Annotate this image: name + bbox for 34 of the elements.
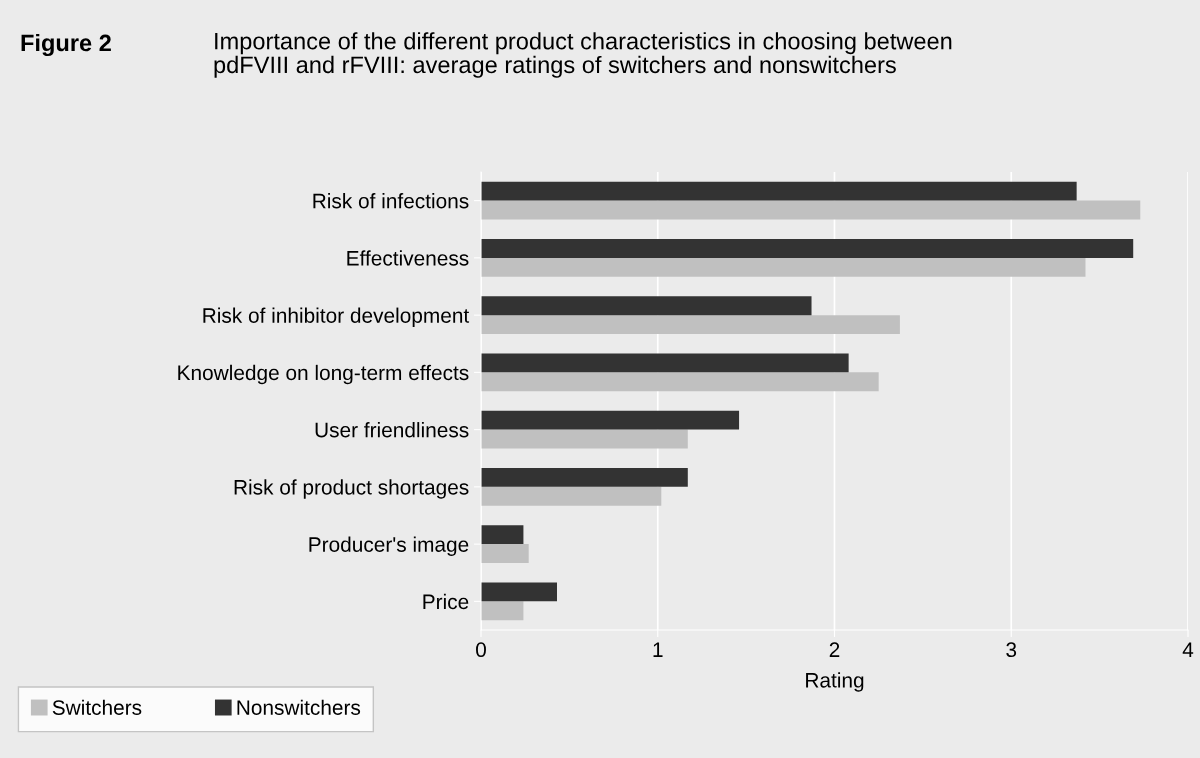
x-tick-label: 3: [1006, 642, 1017, 658]
bar: [481, 467, 688, 487]
y-tick-label: User friendliness: [315, 422, 469, 438]
bar: [481, 486, 662, 506]
bar: [481, 601, 524, 621]
legend-label: Nonswitchers: [237, 699, 361, 715]
x-tick-label: 0: [476, 642, 486, 658]
y-tick-label: Effectiveness: [347, 250, 469, 266]
bar: [481, 410, 740, 430]
y-tick-label: Price: [423, 593, 469, 610]
bar: [481, 257, 1086, 277]
bar: [481, 429, 688, 449]
bar: [481, 315, 900, 335]
bar: [481, 525, 524, 545]
bar: [481, 544, 529, 564]
x-axis-title: Rating: [806, 672, 864, 692]
x-tick-label: 2: [829, 642, 840, 657]
bar: [481, 181, 1077, 201]
bar: [481, 582, 557, 602]
legend-label: Switchers: [52, 699, 142, 715]
y-tick-label: Risk of inhibitor development: [203, 307, 470, 327]
y-tick-label: Producer's image: [309, 536, 469, 556]
bar: [481, 238, 1134, 258]
bar: [481, 296, 812, 316]
bar: [481, 372, 879, 392]
x-tick-label: 4: [1182, 642, 1194, 657]
y-tick-label: Risk of infections: [313, 193, 469, 209]
x-tick-label: 1: [653, 642, 663, 657]
chart-subtitle: Importance of the different product characteristics in choosing between pdFVIII and rFVIII: average ratings of switchers and nonswitchers: [214, 32, 952, 78]
y-tick-label: Knowledge on long-term effects: [178, 364, 469, 385]
bar: [481, 353, 849, 373]
bar: [481, 200, 1141, 220]
text: Figure 2: [21, 33, 111, 57]
y-tick-label: Risk of product shortages: [234, 479, 469, 499]
